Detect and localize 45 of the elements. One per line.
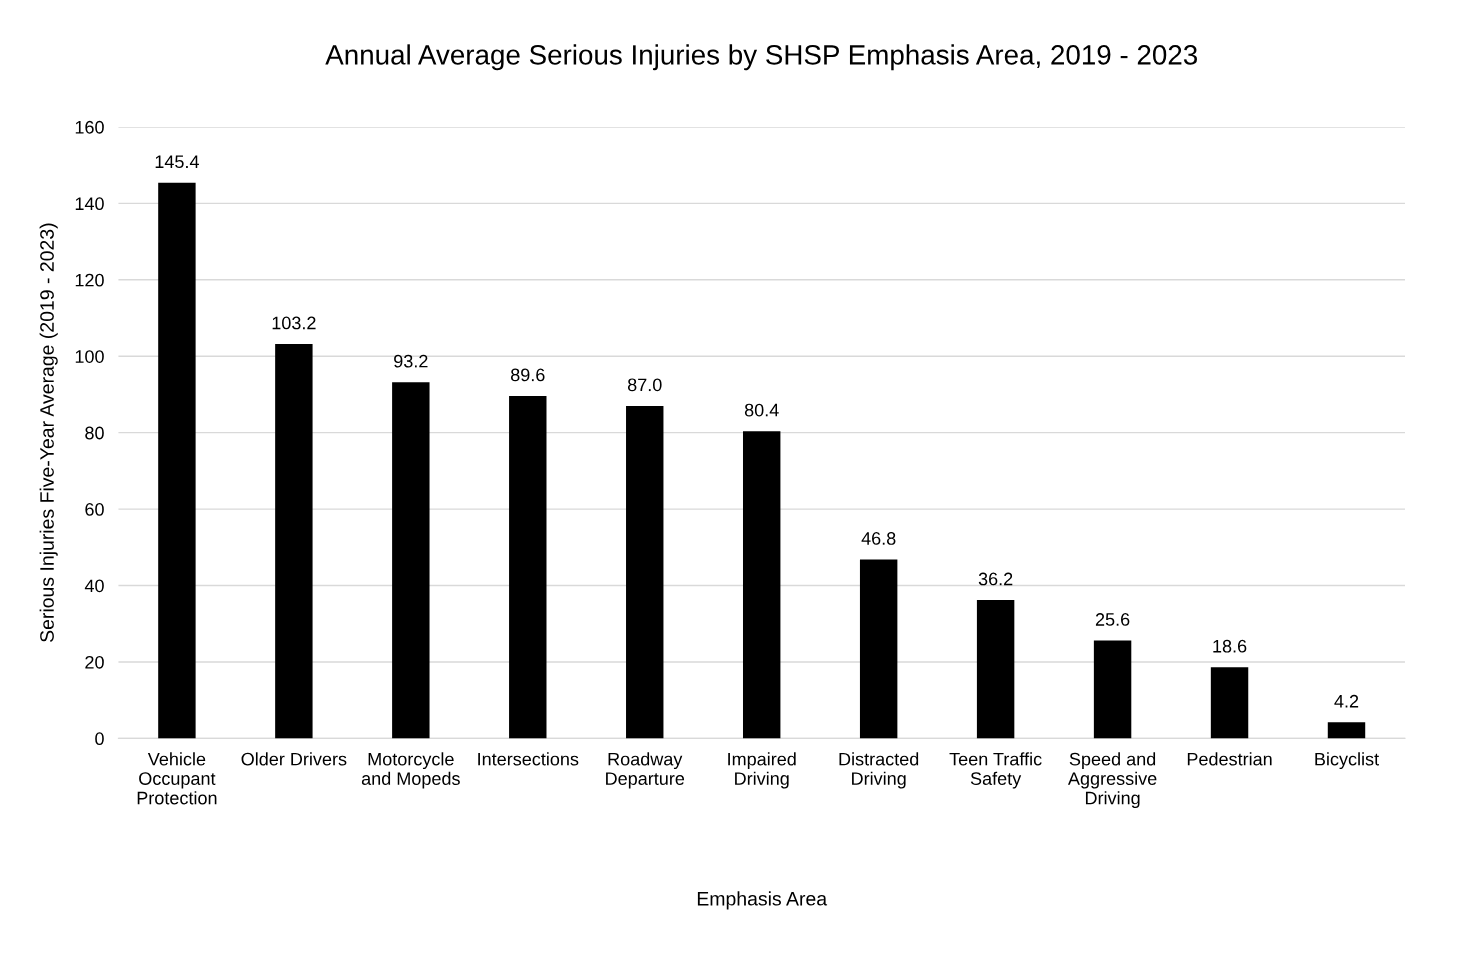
y-tick-label: 80 bbox=[85, 426, 104, 440]
y-tick-label: 0 bbox=[95, 732, 104, 746]
x-tick-label: Roadway Departure bbox=[606, 752, 685, 789]
data-label: 87.0 bbox=[627, 378, 662, 392]
bar bbox=[859, 559, 898, 739]
bar bbox=[976, 600, 1015, 739]
y-tick-label: 120 bbox=[75, 273, 104, 287]
data-label: 80.4 bbox=[744, 403, 779, 417]
bar bbox=[742, 431, 781, 739]
bar bbox=[509, 395, 547, 739]
y-tick-label: 60 bbox=[85, 503, 104, 516]
bar bbox=[275, 344, 313, 739]
data-label: 93.2 bbox=[394, 354, 428, 368]
x-tick-label: Speed and Aggressive Driving bbox=[1067, 752, 1157, 808]
data-label: 4.2 bbox=[1334, 694, 1359, 708]
y-tick-label: 140 bbox=[75, 197, 104, 211]
x-axis-title: Emphasis Area bbox=[697, 891, 828, 910]
x-tick-label: Teen Traffic Safety bbox=[949, 752, 1042, 789]
y-tick-label: 100 bbox=[75, 350, 104, 363]
data-label: 46.8 bbox=[861, 532, 896, 545]
y-tick-label: 20 bbox=[85, 655, 104, 669]
x-tick-label: Older Drivers bbox=[241, 752, 347, 766]
x-tick-label: Distracted Driving bbox=[839, 752, 919, 789]
bar bbox=[158, 182, 196, 739]
data-label: 36.2 bbox=[978, 572, 1013, 586]
data-label: 145.4 bbox=[155, 155, 199, 169]
x-tick-label: Pedestrian bbox=[1187, 752, 1272, 766]
bar bbox=[392, 382, 430, 739]
x-tick-label: Intersections bbox=[478, 752, 579, 766]
x-tick-label: Impaired Driving bbox=[728, 752, 796, 789]
data-label: 103.2 bbox=[272, 316, 316, 330]
data-label: 25.6 bbox=[1095, 613, 1130, 626]
y-tick-label: 40 bbox=[84, 579, 104, 593]
data-label: 89.6 bbox=[511, 368, 545, 382]
x-tick-label: Bicyclist bbox=[1315, 752, 1379, 770]
chart-title: Annual Average Serious Injuries by SHSP Emphasis Area, 2019 - 2023 bbox=[325, 44, 1198, 71]
bar bbox=[1210, 667, 1249, 739]
bar bbox=[626, 405, 664, 739]
x-tick-label: Vehicle Occupant Protection bbox=[137, 752, 217, 805]
data-label: 18.6 bbox=[1213, 639, 1247, 653]
y-axis-title: Serious Injuries Five-Year Average (2019 - 2023) bbox=[39, 223, 58, 642]
bar bbox=[1327, 722, 1366, 739]
bar bbox=[1093, 640, 1132, 739]
x-tick-label: Motorcycle and Mopeds bbox=[361, 752, 460, 789]
y-tick-label: 160 bbox=[75, 120, 104, 134]
